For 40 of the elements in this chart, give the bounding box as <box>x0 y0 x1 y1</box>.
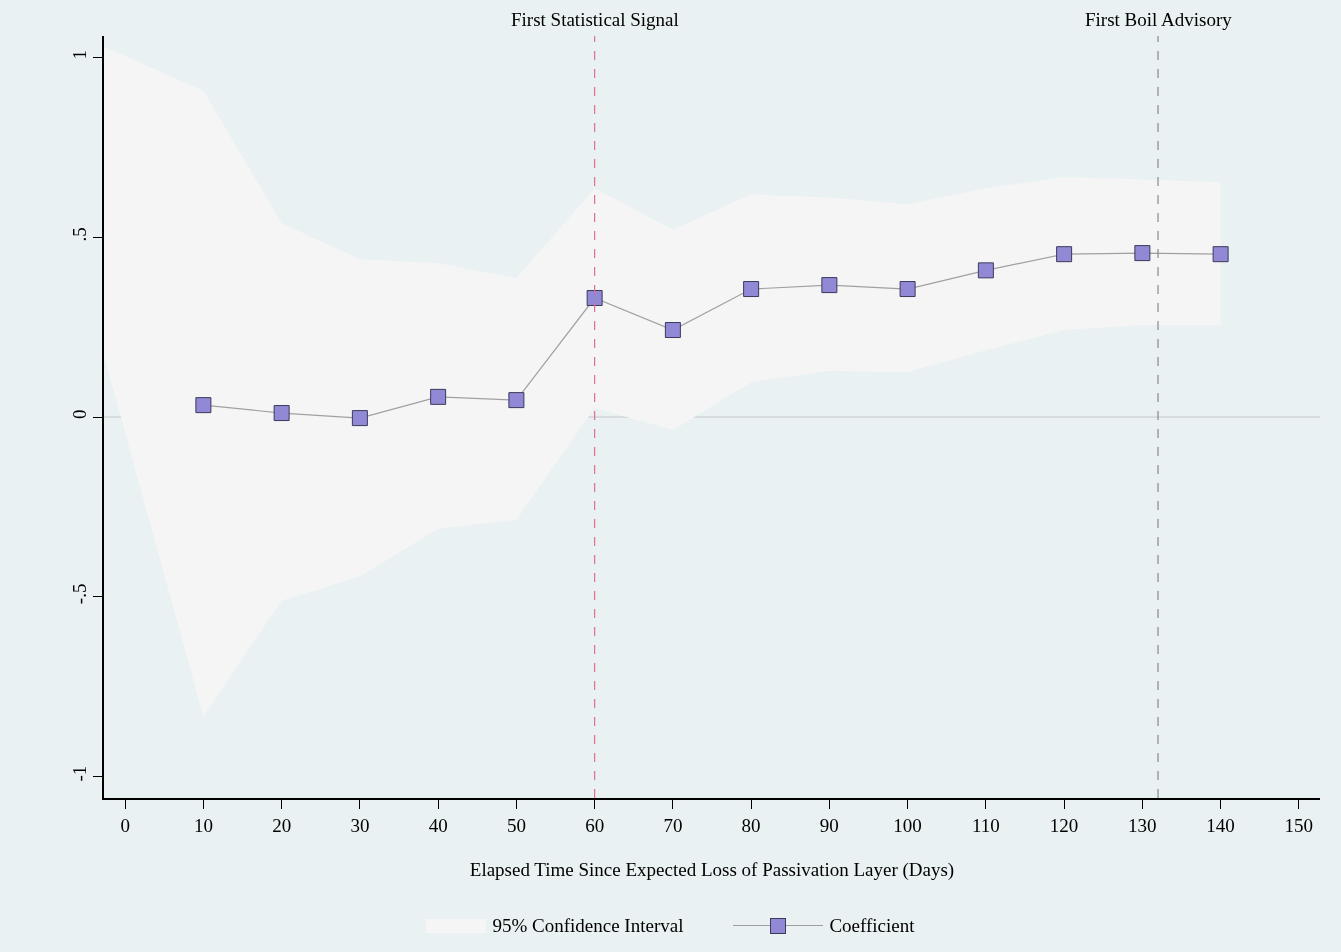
point <box>977 262 994 279</box>
point <box>1212 246 1229 263</box>
y-tick-label: -1 <box>68 765 90 782</box>
x-tick-label: 10 <box>193 814 213 836</box>
x-tick-label: 140 <box>1206 814 1235 836</box>
x-axis-title: Elapsed Time Since Expected Loss of Passivation Layer (Days) <box>469 858 955 881</box>
point <box>195 397 212 414</box>
ref-line-label: First Boil Advisory <box>1085 9 1233 30</box>
y-tick-label: -.5 <box>68 583 90 605</box>
point <box>1134 245 1151 262</box>
legend-label: Coefficient <box>829 915 915 937</box>
x-tick-label: 70 <box>663 814 683 836</box>
x-tick-label: 130 <box>1128 814 1157 836</box>
point <box>899 281 916 298</box>
point <box>821 277 838 294</box>
x-tick-label: 150 <box>1284 814 1314 836</box>
point <box>743 281 760 298</box>
x-tick-label: 110 <box>971 814 1000 836</box>
y-tick-label: 1 <box>68 49 90 60</box>
ref-line-label: First Statistical Signal <box>511 9 679 30</box>
point <box>351 410 368 427</box>
x-tick-label: 50 <box>506 814 526 836</box>
legend-label: 95% Confidence Interval <box>492 915 684 937</box>
x-tick-label: 20 <box>272 814 292 836</box>
y-tick-label: 0 <box>68 409 90 419</box>
x-tick-label: 30 <box>350 814 370 836</box>
x-tick-label: 0 <box>120 814 130 836</box>
point <box>664 322 681 339</box>
x-tick-label: 60 <box>585 814 605 836</box>
point <box>430 388 447 405</box>
x-tick-label: 100 <box>893 814 922 836</box>
point <box>273 405 290 422</box>
x-tick-label: 90 <box>819 814 839 836</box>
x-tick-label: 40 <box>428 814 448 836</box>
point <box>508 392 525 409</box>
point <box>586 290 603 307</box>
y-tick-label: .5 <box>68 227 90 242</box>
x-tick-label: 80 <box>741 814 761 836</box>
x-tick-label: 120 <box>1049 814 1079 836</box>
point <box>1056 246 1073 263</box>
